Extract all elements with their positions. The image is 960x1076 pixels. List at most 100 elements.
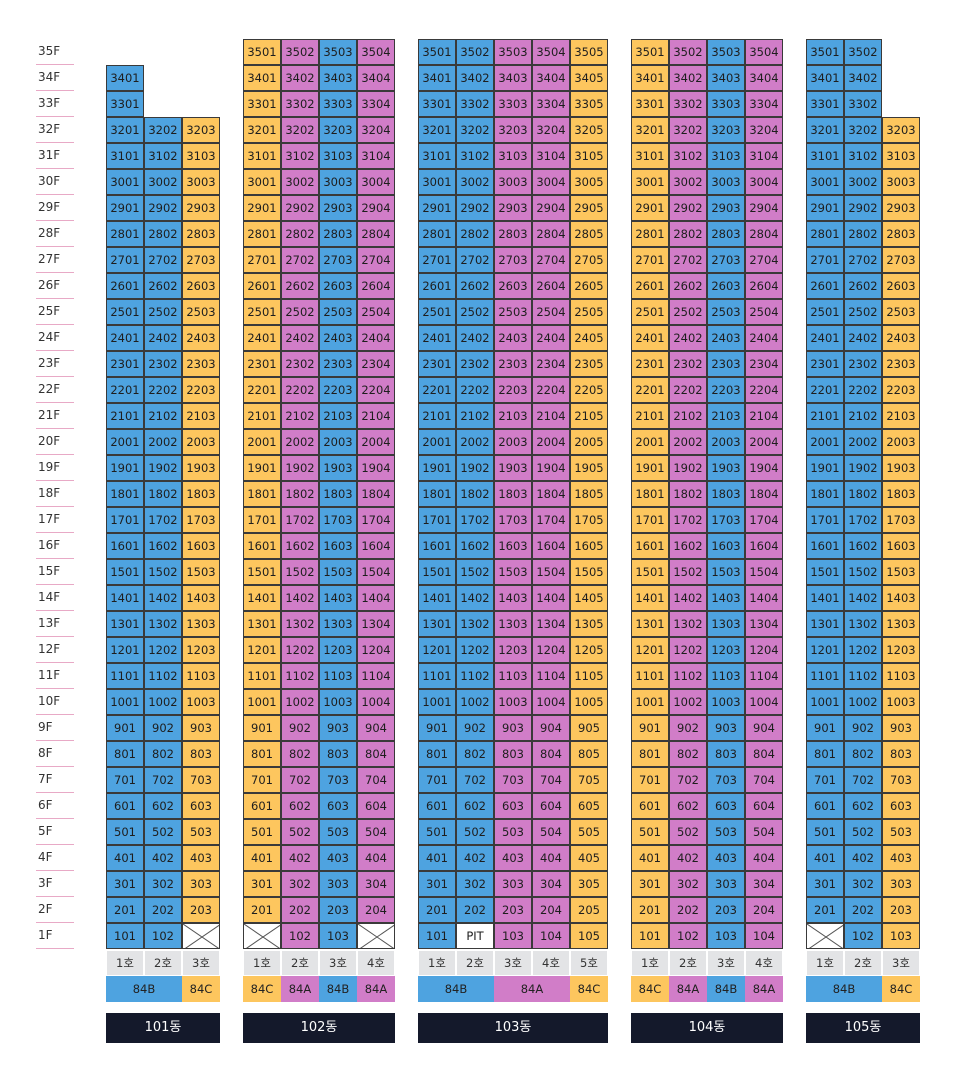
- empty-unit-cross: [182, 923, 220, 949]
- floor-label: 14F: [36, 585, 74, 611]
- unit-cell: 904: [745, 715, 783, 741]
- unit-cell: 1403: [182, 585, 220, 611]
- unit-cell: 703: [882, 767, 920, 793]
- unit-cell: 1101: [631, 663, 669, 689]
- unit-cell: 1901: [243, 455, 281, 481]
- building-3: 201 301 401 501 601 701 801 901 1001 1101 1201 1301…: [418, 39, 608, 1043]
- unit-cell: 2801: [631, 221, 669, 247]
- unit-cell: 303: [494, 871, 532, 897]
- unit-cell: 3302: [281, 91, 319, 117]
- unit-cell: 2801: [243, 221, 281, 247]
- unit-cell: 703: [319, 767, 357, 793]
- unit-cell: 403: [319, 845, 357, 871]
- unit-cell: 1201: [631, 637, 669, 663]
- unit-cell: 2905: [570, 195, 608, 221]
- unit-cell: 1203: [882, 637, 920, 663]
- ho-label: 2호: [281, 950, 319, 976]
- unit-cell: 2301: [631, 351, 669, 377]
- unit-cell: 2803: [319, 221, 357, 247]
- unit-cell: 1203: [707, 637, 745, 663]
- unit-cell: 3104: [745, 143, 783, 169]
- unit-cell: 103: [494, 923, 532, 949]
- unit-cell: 2904: [745, 195, 783, 221]
- unit-cell: 602: [456, 793, 494, 819]
- unit-cell: 1601: [106, 533, 144, 559]
- unit-cell: 2003: [494, 429, 532, 455]
- unit-cell: 2502: [669, 299, 707, 325]
- floor-label: 26F: [36, 273, 74, 299]
- unit-cell: 2302: [281, 351, 319, 377]
- unit-cell: 1701: [631, 507, 669, 533]
- unit-cell: 901: [243, 715, 281, 741]
- unit-cell: 1102: [669, 663, 707, 689]
- floor-label: 5F: [36, 819, 74, 845]
- unit-cell: 1303: [182, 611, 220, 637]
- unit-cell: 1903: [494, 455, 532, 481]
- unit-cell: 1002: [669, 689, 707, 715]
- unit-cell: 1704: [745, 507, 783, 533]
- unit-cell: 3203: [494, 117, 532, 143]
- unit-cell: 3001: [243, 169, 281, 195]
- unit-cell: 101: [418, 923, 456, 949]
- unit-cell: 3003: [494, 169, 532, 195]
- unit-cell: 2101: [631, 403, 669, 429]
- unit-cell: 401: [106, 845, 144, 871]
- unit-cell: 2304: [745, 351, 783, 377]
- building-name-label: 102동: [243, 1013, 395, 1043]
- unit-cell: 2401: [418, 325, 456, 351]
- unit-cell: 1503: [319, 559, 357, 585]
- unit-cell: 1104: [357, 663, 395, 689]
- unit-cell: 3401: [106, 65, 144, 91]
- unit-cell: 2303: [182, 351, 220, 377]
- unit-cell: 2403: [882, 325, 920, 351]
- unit-cell: 1601: [243, 533, 281, 559]
- unit-cell: 1202: [456, 637, 494, 663]
- unit-cell: 703: [494, 767, 532, 793]
- unit-cell: 2901: [418, 195, 456, 221]
- unit-cell: 2503: [882, 299, 920, 325]
- unit-cell: 3501: [418, 39, 456, 65]
- unit-cell: 1601: [806, 533, 844, 559]
- unit-cell: 2903: [494, 195, 532, 221]
- unit-cell: 2003: [882, 429, 920, 455]
- unit-cell: 1301: [243, 611, 281, 637]
- unit-cell: 3103: [707, 143, 745, 169]
- unit-cell: 3104: [532, 143, 570, 169]
- unit-cell: 101: [631, 923, 669, 949]
- unit-type-label: 84A: [669, 976, 707, 1002]
- unit-cell: 2402: [456, 325, 494, 351]
- unit-cell: 3301: [631, 91, 669, 117]
- unit-cell: 3103: [882, 143, 920, 169]
- unit-cell: 1303: [494, 611, 532, 637]
- unit-cell: 2503: [707, 299, 745, 325]
- floor-label: 8F: [36, 741, 74, 767]
- unit-cell: 2404: [745, 325, 783, 351]
- unit-grid: 201 301 401 501 601 701 801 901 1001 1101 1201 1301…: [243, 39, 395, 949]
- unit-cell: 404: [357, 845, 395, 871]
- unit-cell: 803: [494, 741, 532, 767]
- unit-cell: 2601: [243, 273, 281, 299]
- unit-cell: 1602: [456, 533, 494, 559]
- unit-cell: 803: [707, 741, 745, 767]
- unit-cell: 3203: [707, 117, 745, 143]
- unit-cell: 3203: [882, 117, 920, 143]
- unit-grid: 201 301 401 501 601 701 801 901 1001 1101 1201 1301…: [418, 39, 608, 949]
- floor-label: 27F: [36, 247, 74, 273]
- unit-cell: 2604: [532, 273, 570, 299]
- unit-cell: 1301: [418, 611, 456, 637]
- ho-label: 2호: [669, 950, 707, 976]
- unit-cell: 2602: [669, 273, 707, 299]
- unit-cell: 502: [844, 819, 882, 845]
- unit-cell: 1403: [319, 585, 357, 611]
- unit-cell: 3103: [494, 143, 532, 169]
- unit-cell: 102: [844, 923, 882, 949]
- floor-label: 22F: [36, 377, 74, 403]
- unit-cell: 1202: [669, 637, 707, 663]
- unit-cell: 2302: [144, 351, 182, 377]
- unit-cell: 2301: [106, 351, 144, 377]
- unit-cell: 601: [106, 793, 144, 819]
- unit-cell: 3404: [357, 65, 395, 91]
- unit-cell: 2104: [532, 403, 570, 429]
- unit-cell: 102: [669, 923, 707, 949]
- unit-cell: 3301: [806, 91, 844, 117]
